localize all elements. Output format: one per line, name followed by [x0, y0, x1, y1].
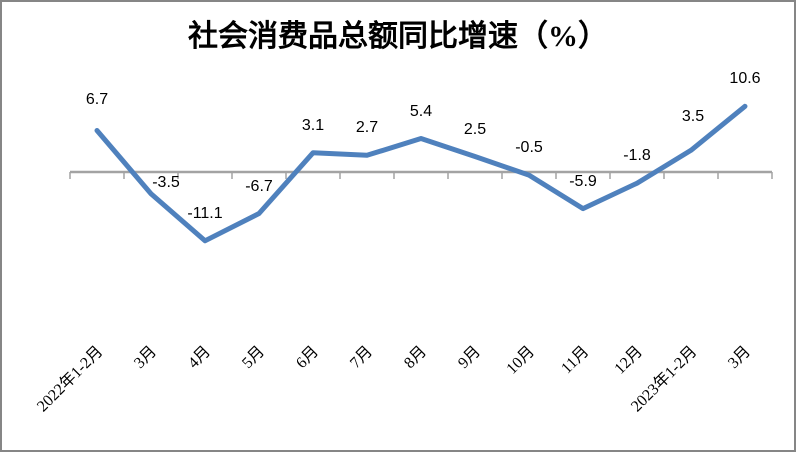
data-label: -0.5: [515, 139, 543, 157]
data-label: 3.1: [301, 116, 325, 134]
x-axis-tick-label: 3月: [725, 343, 755, 373]
x-axis-tick-label: 4月: [185, 343, 215, 373]
series-line: [94, 103, 748, 244]
data-label: -3.5: [152, 173, 180, 191]
x-axis-tick-label: 5月: [239, 343, 269, 373]
data-label: 2.7: [355, 119, 379, 137]
x-axis-tick-label: 12月: [611, 343, 647, 378]
x-axis-tick-label: 9月: [455, 343, 485, 373]
data-label: -11.1: [187, 204, 223, 222]
x-axis-tick-label: 2022年1-2月: [33, 343, 107, 416]
data-label: -5.9: [569, 172, 597, 190]
x-axis-tick-label: 6月: [293, 343, 323, 373]
data-label: 6.7: [85, 91, 109, 109]
data-label: 2.5: [463, 120, 487, 138]
data-label: -6.7: [245, 177, 273, 195]
data-label: -1.8: [623, 147, 651, 165]
data-label: 3.5: [681, 108, 705, 126]
chart-title: 社会消费品总额同比增速（%）: [188, 20, 608, 53]
x-axis-tick-label: 11月: [557, 343, 593, 378]
x-axis-tick-label: 10月: [503, 343, 539, 378]
data-label: 5.4: [409, 102, 433, 120]
x-axis-tick-label: 8月: [401, 343, 431, 373]
x-axis-tick-label: 3月: [131, 343, 161, 373]
x-axis-tick-label: 7月: [347, 343, 377, 373]
data-label: 10.6: [729, 70, 761, 88]
